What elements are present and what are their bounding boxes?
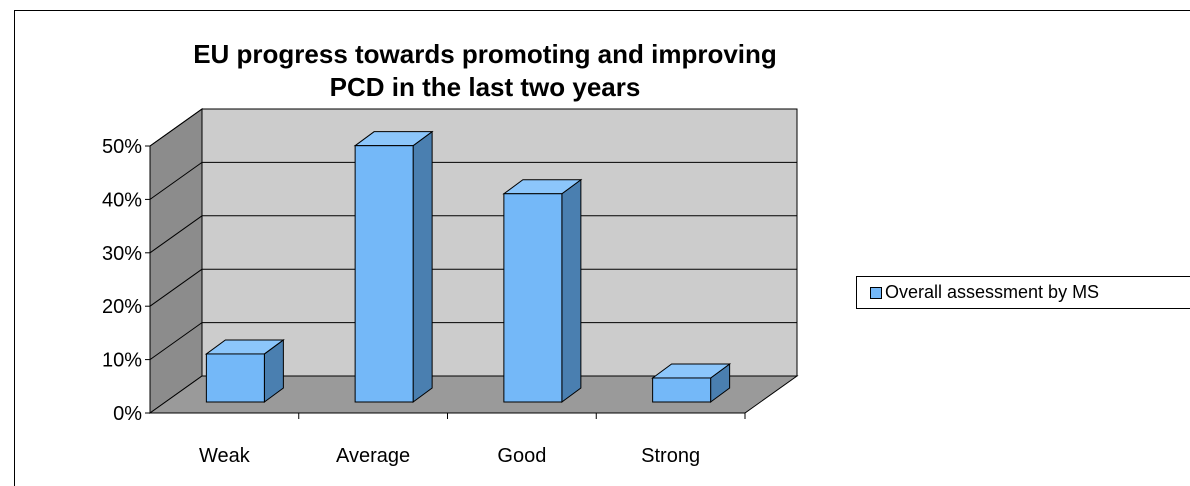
chart-frame xyxy=(14,10,1190,486)
x-tick-label: Weak xyxy=(199,445,251,467)
legend: Overall assessment by MS xyxy=(856,276,1190,309)
bar-average xyxy=(354,145,414,403)
y-tick-label: 40% xyxy=(102,189,142,211)
bar-side xyxy=(561,178,582,403)
gridline-diagonal xyxy=(149,215,203,254)
gridline-diagonal xyxy=(149,161,203,200)
x-tick-label: Good xyxy=(497,445,546,467)
x-tick-label: Strong xyxy=(641,445,700,467)
back-wall xyxy=(201,108,798,377)
y-tick-label: 20% xyxy=(102,296,142,318)
x-tick-label: Average xyxy=(336,445,410,467)
y-tick-label: 50% xyxy=(102,136,142,158)
chart-title-line-1: EU progress towards promoting and improv… xyxy=(193,39,777,69)
legend-swatch xyxy=(870,287,882,299)
chart-title-line-2: PCD in the last two years xyxy=(329,72,641,102)
gridline-diagonal xyxy=(149,322,203,361)
bar-strong xyxy=(652,377,712,403)
gridline-diagonal xyxy=(149,108,203,147)
legend-label: Overall assessment by MS xyxy=(885,282,1100,302)
bar-side xyxy=(412,130,433,403)
side-wall xyxy=(149,108,203,414)
y-tick-label: 0% xyxy=(113,403,142,425)
chart-title: EU progress towards promoting and improv… xyxy=(140,38,830,104)
y-tick-label: 10% xyxy=(102,350,142,372)
gridline-diagonal xyxy=(149,268,203,307)
y-tick-label: 30% xyxy=(102,243,142,265)
bar-weak xyxy=(205,353,265,403)
bar-good xyxy=(503,193,563,403)
